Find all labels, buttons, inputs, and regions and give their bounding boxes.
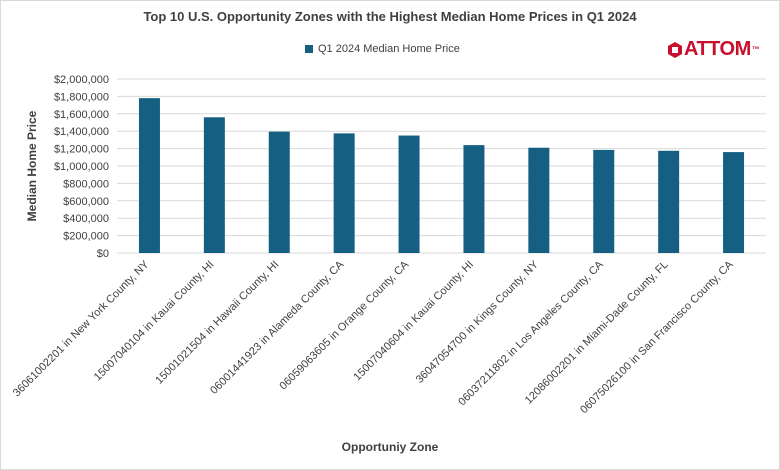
bar <box>203 117 225 253</box>
bar <box>593 149 615 253</box>
y-tick-label: $1,000,000 <box>54 161 109 173</box>
y-tick-label: $200,000 <box>63 231 109 243</box>
y-tick-label: $1,800,000 <box>54 91 109 103</box>
bar <box>658 150 680 253</box>
bar <box>723 152 745 253</box>
legend-swatch <box>305 45 313 53</box>
attom-logo: ATTOM ™ <box>668 38 760 61</box>
attom-logo-trademark: ™ <box>751 45 760 54</box>
x-tick-label: 06059063605 in Orange County, CA <box>277 258 411 392</box>
x-tick-label: 36061002201 in New York County, NY <box>11 258 152 399</box>
bar <box>333 133 355 253</box>
x-tick-label: 06037211802 in Los Angeles County, CA <box>456 258 606 408</box>
legend: Q1 2024 Median Home Price <box>305 43 460 55</box>
y-tick-label: $1,600,000 <box>54 109 109 121</box>
attom-logo-text: ATTOM <box>684 38 751 60</box>
bar <box>463 145 485 253</box>
bar <box>268 131 290 253</box>
bar <box>528 147 550 253</box>
x-tick-label: 36047054700 in Kings County, NY <box>414 258 542 386</box>
x-tick-label: 15001021504 in Hawaii County, HI <box>153 259 281 387</box>
x-tick-label: 15007040104 in Kauai County, HI <box>92 259 217 384</box>
y-tick-label: $2,000,000 <box>54 74 109 86</box>
y-tick-label: $600,000 <box>63 196 109 208</box>
y-tick-label: $800,000 <box>63 178 109 190</box>
y-axis-title: Median Home Price <box>25 110 39 221</box>
x-tick-label: 06001441923 in Alameda County, CA <box>208 258 347 397</box>
chart-title: Top 10 U.S. Opportunity Zones with the H… <box>143 9 637 24</box>
y-tick-label: $0 <box>97 248 109 260</box>
bar <box>138 98 160 253</box>
x-axis-title: Opportuniy Zone <box>342 440 439 454</box>
x-tick-label: 06075026100 in San Francisco County, CA <box>578 258 736 416</box>
y-tick-label: $1,400,000 <box>54 126 109 138</box>
y-tick-label: $1,200,000 <box>54 144 109 156</box>
x-tick-label: 12086002201 in Miami-Dade County, FL <box>523 259 671 407</box>
x-tick-label: 15007040604 in Kauai County, HI <box>351 259 476 384</box>
legend-label: Q1 2024 Median Home Price <box>318 43 460 55</box>
attom-logo-mark-icon <box>668 41 682 58</box>
y-tick-label: $400,000 <box>63 213 109 225</box>
bar <box>398 135 420 253</box>
